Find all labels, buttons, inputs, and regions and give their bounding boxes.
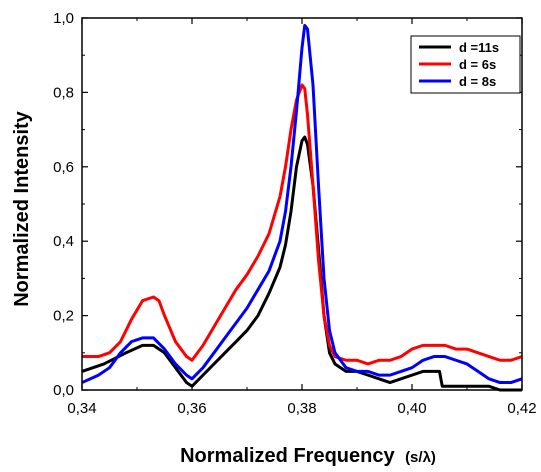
y-axis: 0,0 0,2 0,4 0,6 0,8 1,0: [53, 10, 522, 399]
series-line-2: [82, 83, 523, 366]
x-tick-label: 0,36: [177, 400, 206, 417]
x-axis-title: Normalized Frequency (s/λ): [180, 445, 436, 467]
y-tick-label: 0,6: [53, 159, 74, 176]
y-tick-label: 0,2: [53, 308, 74, 325]
x-axis: 0,34 0,36 0,38 0,40 0,42: [67, 18, 537, 417]
series-layer: [81, 23, 523, 392]
x-tick-label: 0,42: [507, 400, 536, 417]
series-line-1: [81, 135, 522, 392]
y-axis-title: Normalized Intensity: [11, 110, 33, 306]
legend-label: d = 6s: [459, 57, 496, 72]
legend-label: d = 8s: [459, 74, 496, 89]
x-tick-label: 0,34: [67, 400, 96, 417]
x-axis-unit: (s/λ): [405, 449, 436, 466]
x-tick-label: 0,38: [287, 400, 316, 417]
series-line-3: [81, 23, 523, 385]
legend-label: d =11s: [459, 40, 499, 55]
y-tick-label: 0,8: [53, 84, 74, 101]
x-axis-title-text: Normalized Frequency: [180, 445, 395, 467]
legend: d =11s d = 6s d = 8s: [410, 35, 521, 94]
y-tick-label: 0,0: [53, 382, 74, 399]
y-tick-label: 0,4: [53, 233, 74, 250]
y-tick-label: 1,0: [53, 10, 74, 27]
x-tick-label: 0,40: [397, 400, 426, 417]
